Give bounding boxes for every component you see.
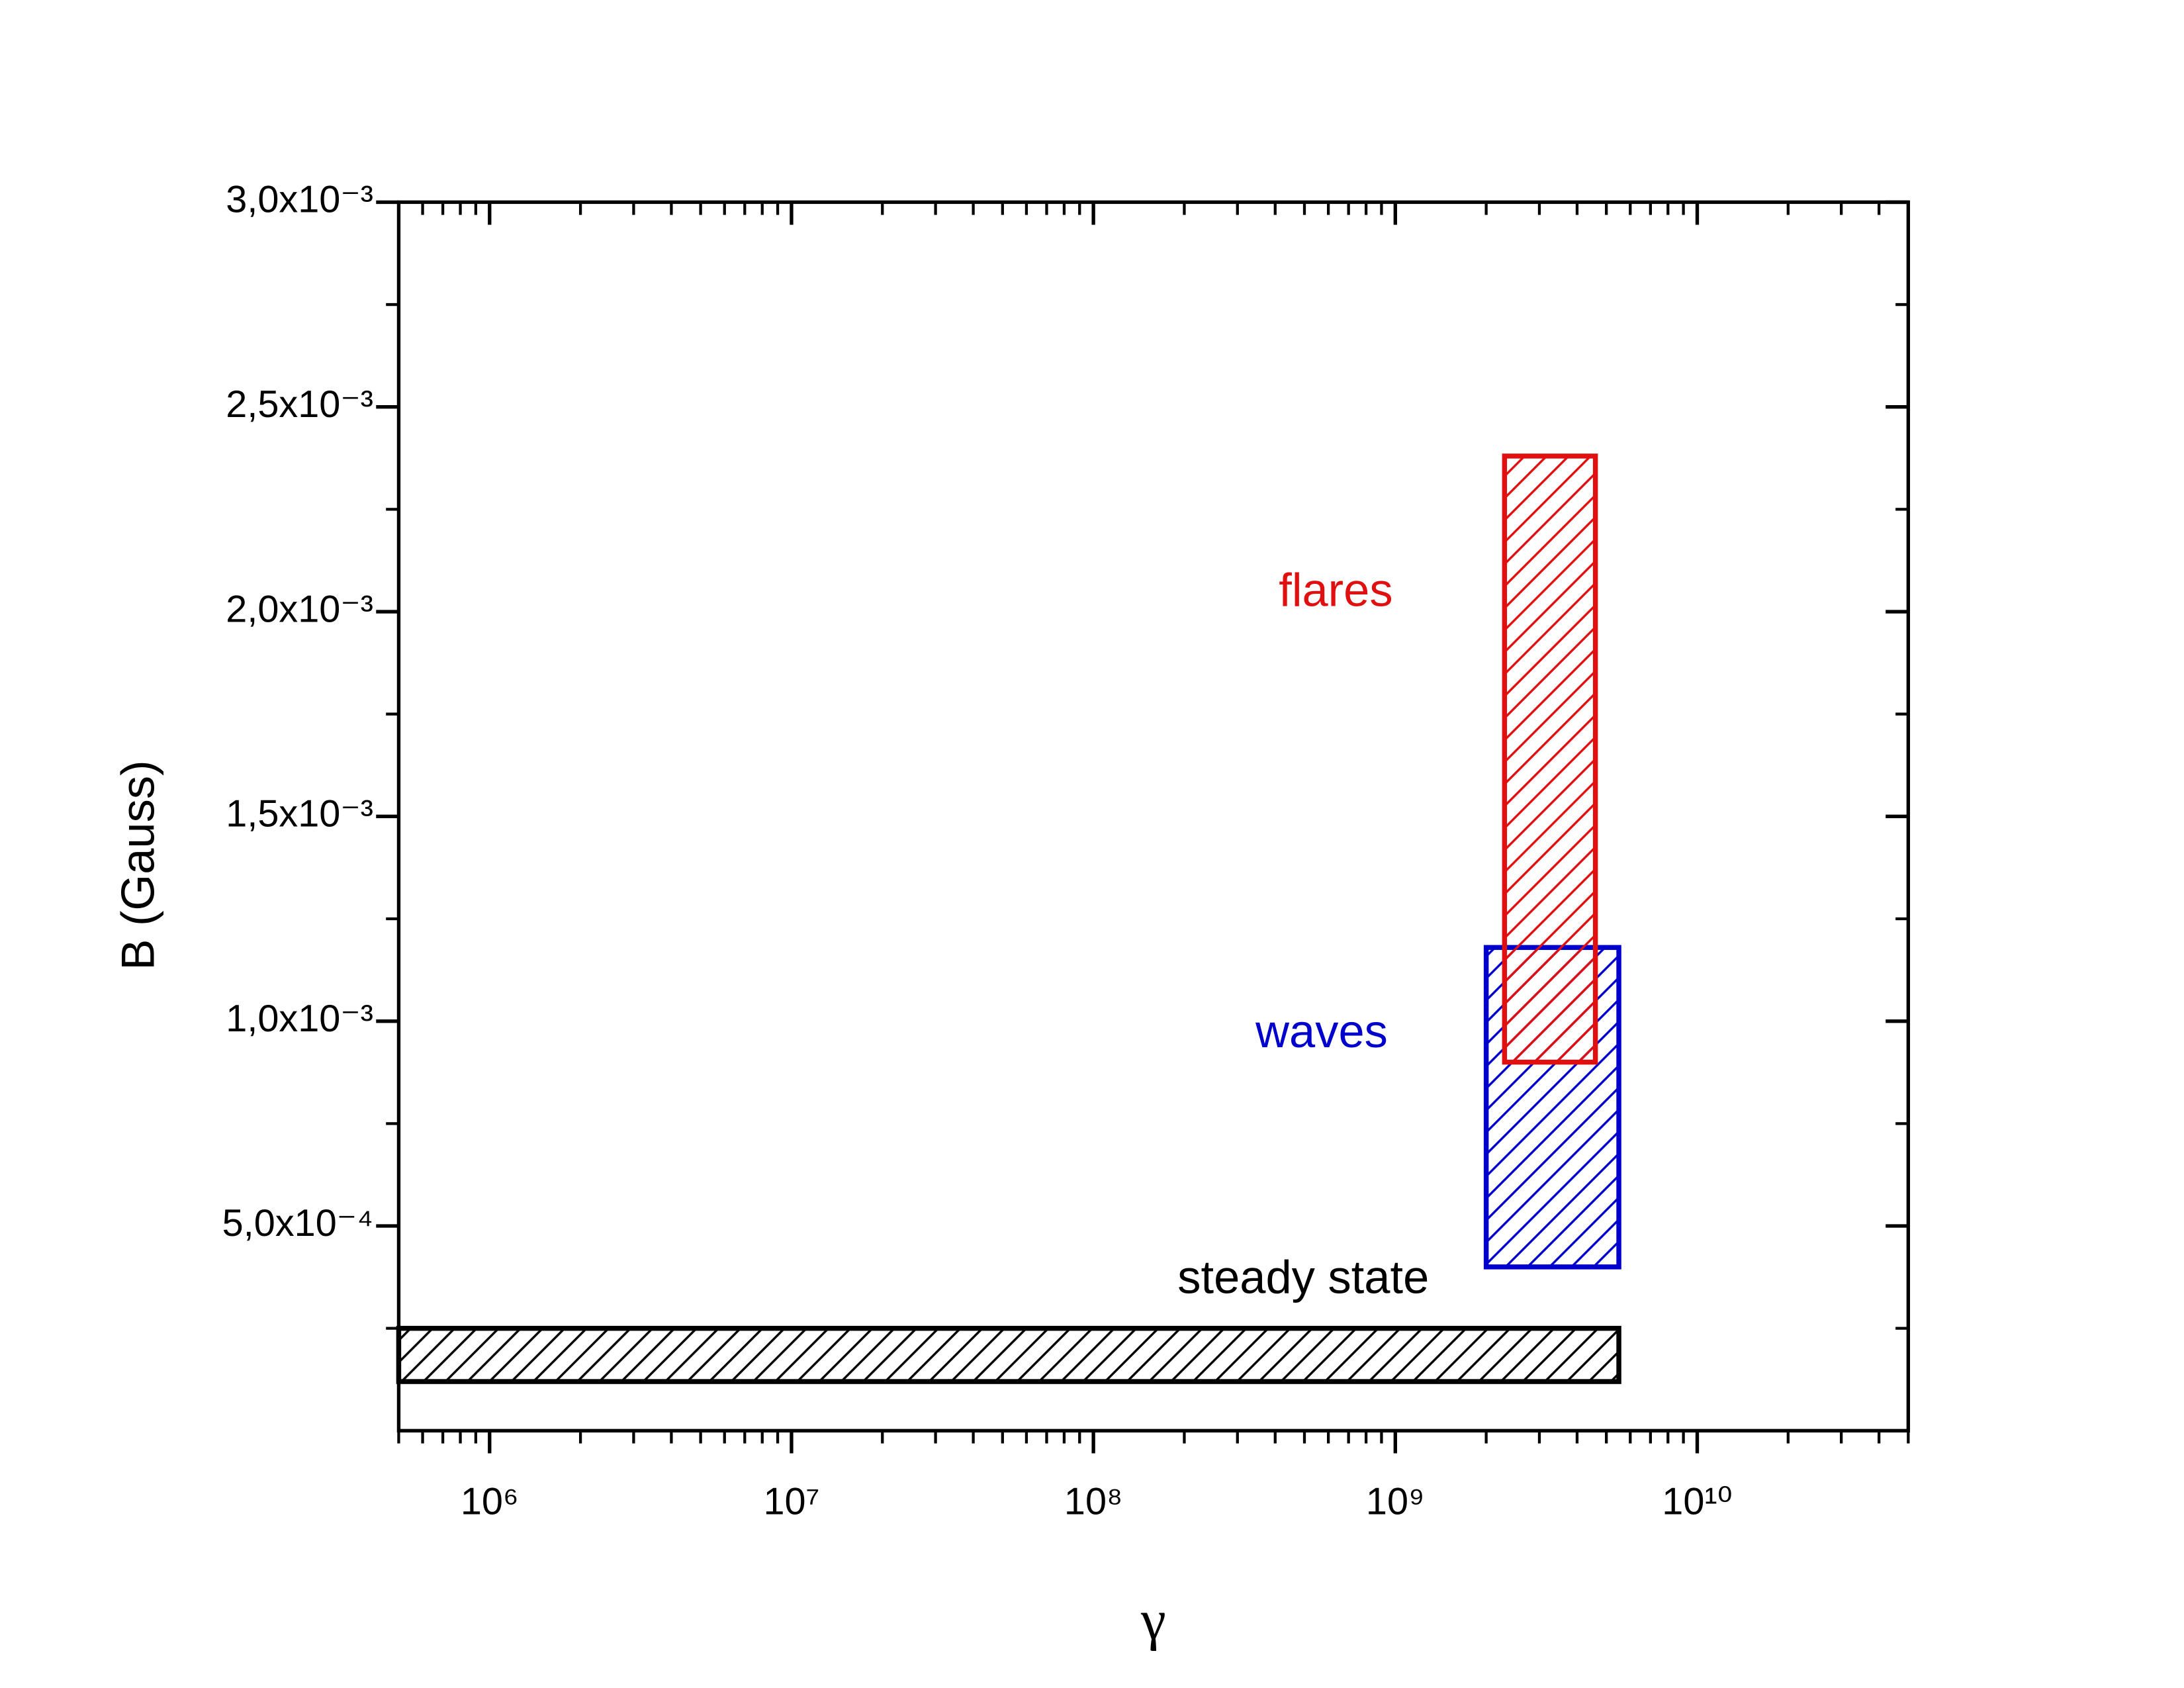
range-box	[1502, 453, 1598, 1065]
range-box	[396, 1325, 1621, 1384]
y-tick-label: 1,5x10⁻³	[226, 793, 373, 835]
x-tick-label: 10¹⁰	[1662, 1481, 1732, 1523]
y-tick-label: 5,0x10⁻⁴	[222, 1202, 373, 1244]
y-axis-title: B (Gauss)	[111, 760, 163, 970]
plot-frame	[396, 200, 1911, 1432]
series-label: steady state	[1177, 1251, 1429, 1303]
series-label: waves	[1255, 1005, 1388, 1057]
y-tick-label: 2,5x10⁻³	[226, 383, 373, 426]
y-tick-label: 2,0x10⁻³	[226, 588, 373, 630]
y-tick-label: 3,0x10⁻³	[226, 179, 373, 221]
x-tick-label: 10⁹	[1366, 1481, 1425, 1523]
x-tick-label: 10⁸	[1064, 1481, 1122, 1523]
x-tick-label: 10⁷	[763, 1481, 819, 1523]
x-axis-title: γ	[1140, 1589, 1166, 1652]
series-label: flares	[1279, 564, 1392, 616]
y-tick-label: 1,0x10⁻³	[226, 998, 373, 1040]
x-tick-label: 10⁶	[461, 1481, 519, 1523]
